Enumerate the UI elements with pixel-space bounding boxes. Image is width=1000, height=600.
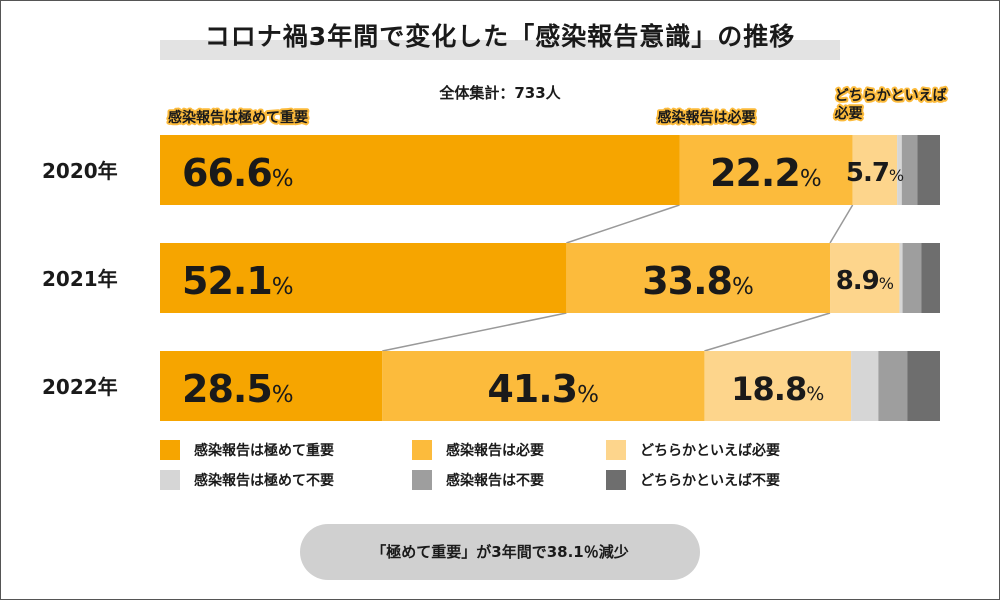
value-label: 22.2% — [710, 151, 822, 195]
legend-swatch — [412, 470, 432, 490]
bar-segment — [830, 243, 900, 313]
category-label: 2020年 — [42, 159, 118, 183]
legend-item: 感染報告は極めて不要 — [160, 470, 334, 490]
legend-swatch — [160, 470, 180, 490]
connector-line — [704, 312, 831, 352]
bar-segment — [160, 243, 567, 313]
series-annotation: 感染報告は必要 — [657, 109, 755, 126]
bar-segment — [897, 135, 902, 205]
bar-segment — [921, 243, 940, 313]
legend-swatch — [160, 440, 180, 460]
bar-segment — [851, 351, 879, 421]
bar-segment — [902, 243, 922, 313]
legend-item: 感染報告は不要 — [412, 470, 544, 490]
value-label: 41.3% — [487, 367, 599, 411]
legend-item: 感染報告は極めて重要 — [160, 440, 334, 460]
legend-item: 感染報告は必要 — [412, 440, 544, 460]
bar-segment — [901, 135, 918, 205]
value-label: 33.8% — [642, 259, 754, 303]
legend-label: どちらかといえば不要 — [640, 473, 780, 489]
legend-swatch — [606, 470, 626, 490]
bar-segment — [160, 135, 680, 205]
chart-subtitle: 全体集計：733人 — [439, 84, 561, 102]
bar-segment — [160, 351, 383, 421]
value-label: 28.5% — [182, 367, 294, 411]
bar-segment — [907, 351, 940, 421]
legend-label: どちらかといえば必要 — [640, 443, 780, 459]
bar-segment — [878, 351, 908, 421]
legend-label: 感染報告は必要 — [446, 443, 544, 459]
legend-label: 感染報告は極めて不要 — [194, 473, 334, 489]
legend-item: どちらかといえば必要 — [606, 440, 780, 460]
legend-swatch — [606, 440, 626, 460]
bar-segment — [382, 351, 705, 421]
bar-segment — [704, 351, 852, 421]
title-band — [160, 40, 840, 60]
legend-label: 感染報告は不要 — [446, 473, 544, 489]
value-label: 66.6% — [182, 151, 294, 195]
series-annotation: 感染報告は極めて重要 — [168, 109, 308, 126]
value-label: 18.8% — [731, 370, 825, 408]
value-label: 5.7% — [845, 158, 905, 188]
series-annotation: どちらかといえば — [835, 88, 947, 104]
legend-item: どちらかといえば不要 — [606, 470, 780, 490]
category-label: 2022年 — [42, 375, 118, 399]
category-label: 2021年 — [42, 267, 118, 291]
connector-line — [382, 312, 567, 352]
chart-title: コロナ禍3年間で変化した「感染報告意識」の推移 — [204, 22, 796, 51]
value-label: 8.9% — [835, 266, 894, 296]
legend-label: 感染報告は極めて重要 — [194, 443, 334, 459]
connector-line — [829, 204, 854, 244]
bar-segment — [899, 243, 903, 313]
legend-swatch — [412, 440, 432, 460]
series-annotation: 必要 — [834, 105, 863, 122]
bar-segment — [679, 135, 853, 205]
connector-line — [566, 204, 680, 244]
value-label: 52.1% — [182, 259, 294, 303]
bar-segment — [917, 135, 940, 205]
bar-segment — [852, 135, 898, 205]
bar-segment — [566, 243, 831, 313]
summary-callout: 「極めて重要」が3年間で38.1％減少 — [300, 524, 700, 580]
